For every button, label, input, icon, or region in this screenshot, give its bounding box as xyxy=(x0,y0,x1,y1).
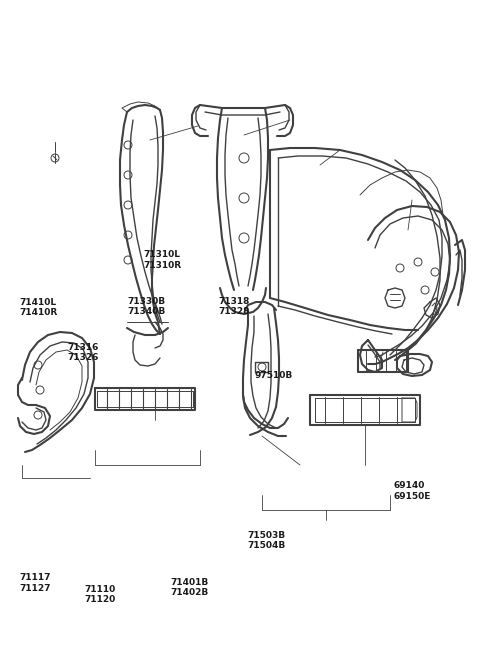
Text: 71410L
71410R: 71410L 71410R xyxy=(19,298,58,318)
Text: 71117
71127: 71117 71127 xyxy=(19,573,51,593)
Text: 71310L
71310R: 71310L 71310R xyxy=(143,250,181,270)
Text: 71110
71120: 71110 71120 xyxy=(84,585,115,605)
Text: 71318
71328: 71318 71328 xyxy=(218,297,250,316)
Text: 69140
69150E: 69140 69150E xyxy=(394,481,431,501)
Text: 71503B
71504B: 71503B 71504B xyxy=(247,531,286,550)
Text: 71316
71326: 71316 71326 xyxy=(67,343,98,362)
Text: 71401B
71402B: 71401B 71402B xyxy=(170,578,209,597)
Text: 71330B
71340B: 71330B 71340B xyxy=(127,297,166,316)
Text: 97510B: 97510B xyxy=(254,371,293,381)
